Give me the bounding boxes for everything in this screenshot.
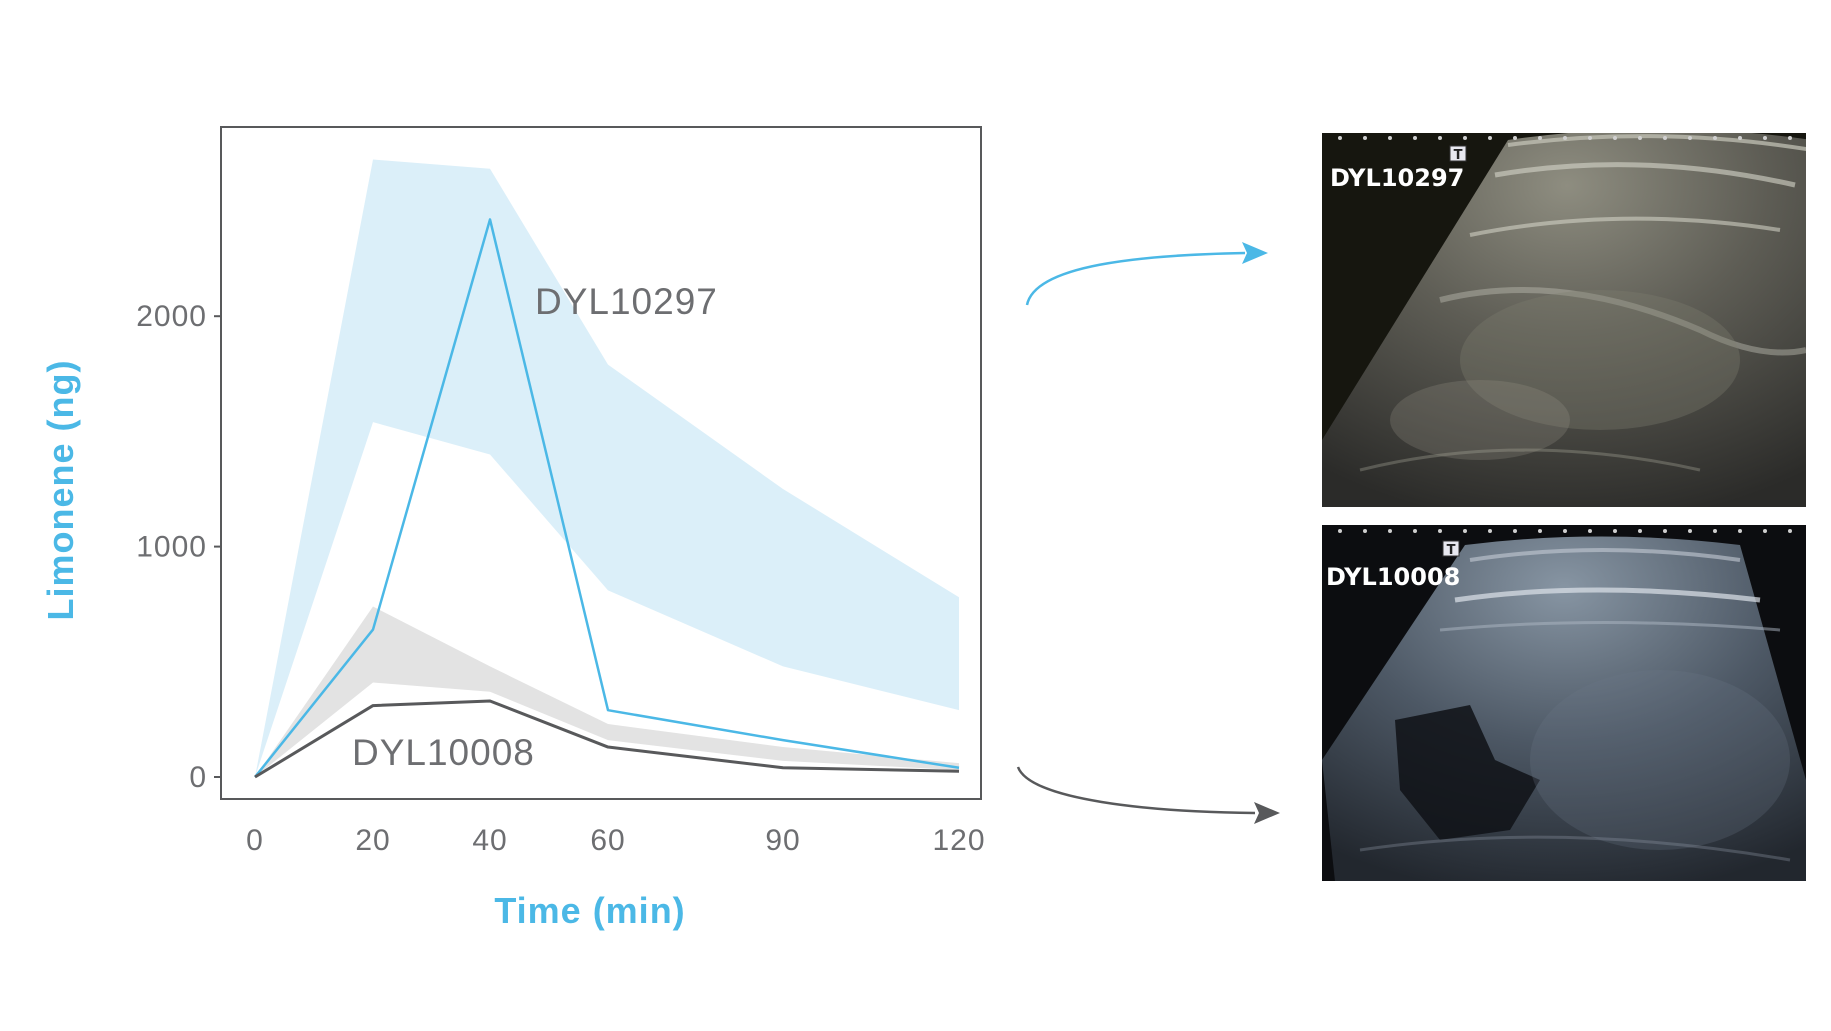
- arrow-to-bottom-scan: [1016, 766, 1280, 824]
- y-tick-label: 1000: [136, 531, 207, 564]
- band-dyl10297: [255, 159, 959, 777]
- scan-label-dyl10297: DYL10297: [1330, 164, 1464, 192]
- probe-marker-text: T: [1454, 148, 1463, 163]
- ultrasound-image-dyl10297: T DYL10297: [1322, 133, 1806, 507]
- line-dyl10297: [254, 218, 960, 778]
- y-tick-label: 0: [189, 761, 207, 794]
- confidence-bands: [255, 159, 959, 777]
- x-tick-label: 120: [932, 824, 985, 857]
- y-axis-title: Limonene (ng): [40, 360, 81, 621]
- plot-frame: [220, 126, 982, 800]
- series-lines: [254, 218, 960, 779]
- probe-marker-text: T: [1447, 543, 1456, 558]
- x-tick-label: 90: [765, 824, 800, 857]
- band-dyl10008: [255, 606, 959, 777]
- x-tick-label: 60: [590, 824, 625, 857]
- y-ticks: 0 1000 2000: [136, 300, 221, 794]
- line-dyl10008: [254, 699, 960, 779]
- scan-label-dyl10008: DYL10008: [1326, 563, 1460, 591]
- y-tick-label: 2000: [136, 300, 207, 333]
- arrow-to-top-scan: [1025, 242, 1268, 306]
- x-tick-label: 0: [246, 824, 264, 857]
- x-ticks: 0 20 40 60 90 120: [246, 824, 985, 857]
- probe-marker-icon: [1442, 540, 1460, 557]
- ultrasound-image-dyl10008: T DYL10008: [1322, 525, 1806, 881]
- probe-marker-icon: [1449, 145, 1467, 162]
- x-tick-label: 40: [472, 824, 507, 857]
- chart-plot: 0 1000 2000 0 20 40 60 90 120 DYL10297 DYL10008…: [40, 126, 985, 931]
- series-label-dyl10008: DYL10008: [352, 732, 535, 773]
- x-axis-title: Time (min): [494, 890, 685, 931]
- series-label-dyl10297: DYL10297: [535, 281, 718, 322]
- x-tick-label: 20: [355, 824, 390, 857]
